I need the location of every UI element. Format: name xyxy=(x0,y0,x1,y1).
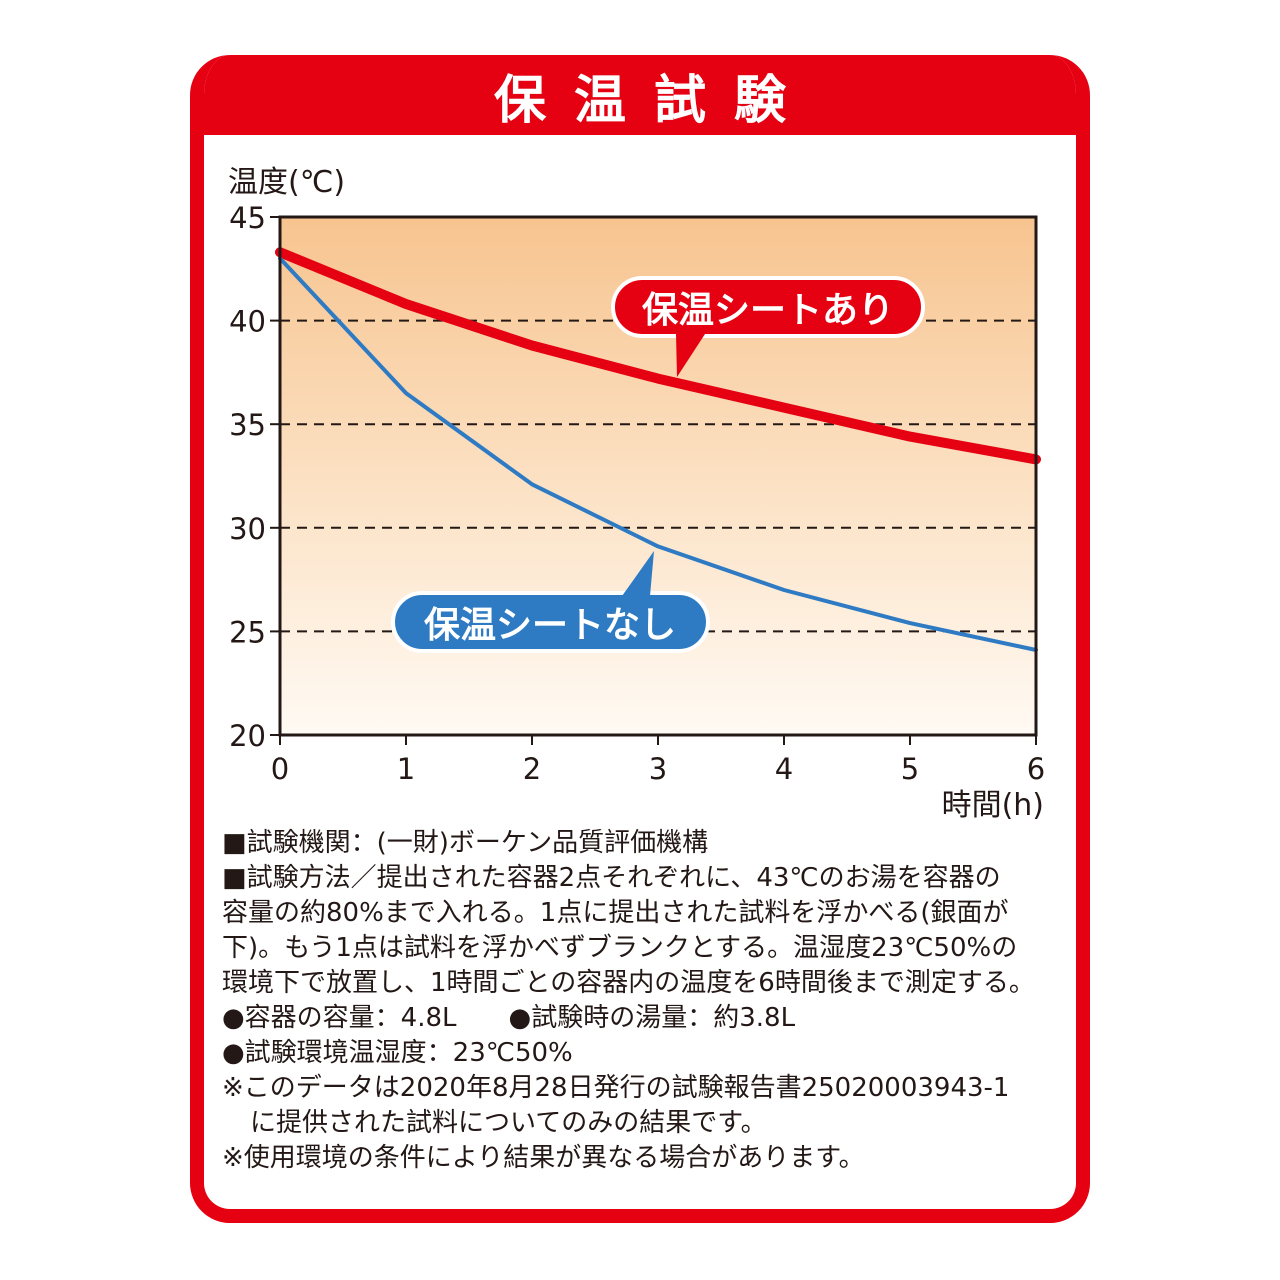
note-test-method: ■試験方法／提出された容器2点それぞれに、43℃のお湯を容器の xyxy=(222,863,1001,893)
series-callout-2: 保温シートなし xyxy=(391,551,710,653)
xtick-label-6: 6 xyxy=(1027,752,1045,786)
note-container-capacity: ●容器の容量：4.8L xyxy=(222,1003,457,1033)
xtick-label-2: 2 xyxy=(523,752,541,786)
test-notes: ■試験機関：(一財)ボーケン品質評価機構 ■試験方法／提出された容器2点それぞれ… xyxy=(222,826,1072,1176)
ytick-label-25: 25 xyxy=(229,615,266,649)
xtick-label-0: 0 xyxy=(271,752,289,786)
legend-label-1: 保温シートあり xyxy=(642,290,894,331)
xtick-label-3: 3 xyxy=(649,752,667,786)
series-callout-1: 保温シートあり xyxy=(611,276,925,377)
series-line-1 xyxy=(275,247,1041,465)
note-data-source: ※このデータは2020年8月28日発行の試験報告書25020003943-1 xyxy=(222,1073,1010,1103)
note-test-method-cont-1: 容量の約80%まで入れる。1点に提出された試料を浮かべる(銀面が xyxy=(222,898,1009,928)
xtick-label-5: 5 xyxy=(901,752,919,786)
xtick-label-1: 1 xyxy=(397,752,415,786)
ytick-label-40: 40 xyxy=(229,305,266,339)
note-water-volume: ●試験時の湯量：約3.8L xyxy=(508,1003,796,1033)
ytick-label-20: 20 xyxy=(229,719,266,753)
callout-bubble-1 xyxy=(611,276,925,338)
callout-bubble-2 xyxy=(391,591,710,653)
note-test-method-cont-2: 下)。もう1点は試料を浮かべずブランクとする。温湿度23℃50%の xyxy=(222,933,1018,963)
series-line-2 xyxy=(278,256,1038,652)
ytick-label-35: 35 xyxy=(229,408,266,442)
panel-title: 保温試験 xyxy=(493,70,814,131)
y-axis-label: 温度(℃) xyxy=(228,165,345,200)
callout-pointer-2 xyxy=(622,551,654,596)
ytick-label-45: 45 xyxy=(229,201,266,235)
note-test-institution: ■試験機関：(一財)ボーケン品質評価機構 xyxy=(222,828,709,858)
ytick-label-30: 30 xyxy=(229,512,266,546)
callout-pointer-1 xyxy=(676,334,705,377)
note-disclaimer: ※使用環境の条件により結果が異なる場合があります。 xyxy=(222,1143,865,1173)
x-axis-label: 時間(h) xyxy=(942,788,1044,823)
legend-label-2: 保温シートなし xyxy=(424,605,676,646)
xtick-label-4: 4 xyxy=(775,752,793,786)
note-capacity-row: ●容器の容量：4.8L ●試験時の湯量：約3.8L xyxy=(222,1001,1072,1036)
note-data-source-cont: に提供された試料についてのみの結果です。 xyxy=(250,1108,767,1138)
title-bar: 保温試験 xyxy=(204,55,1076,135)
note-environment: ●試験環境温湿度：23℃50% xyxy=(222,1038,573,1068)
note-test-method-cont-3: 環境下で放置し、1時間ごとの容器内の温度を6時間後まで測定する。 xyxy=(222,968,1035,998)
